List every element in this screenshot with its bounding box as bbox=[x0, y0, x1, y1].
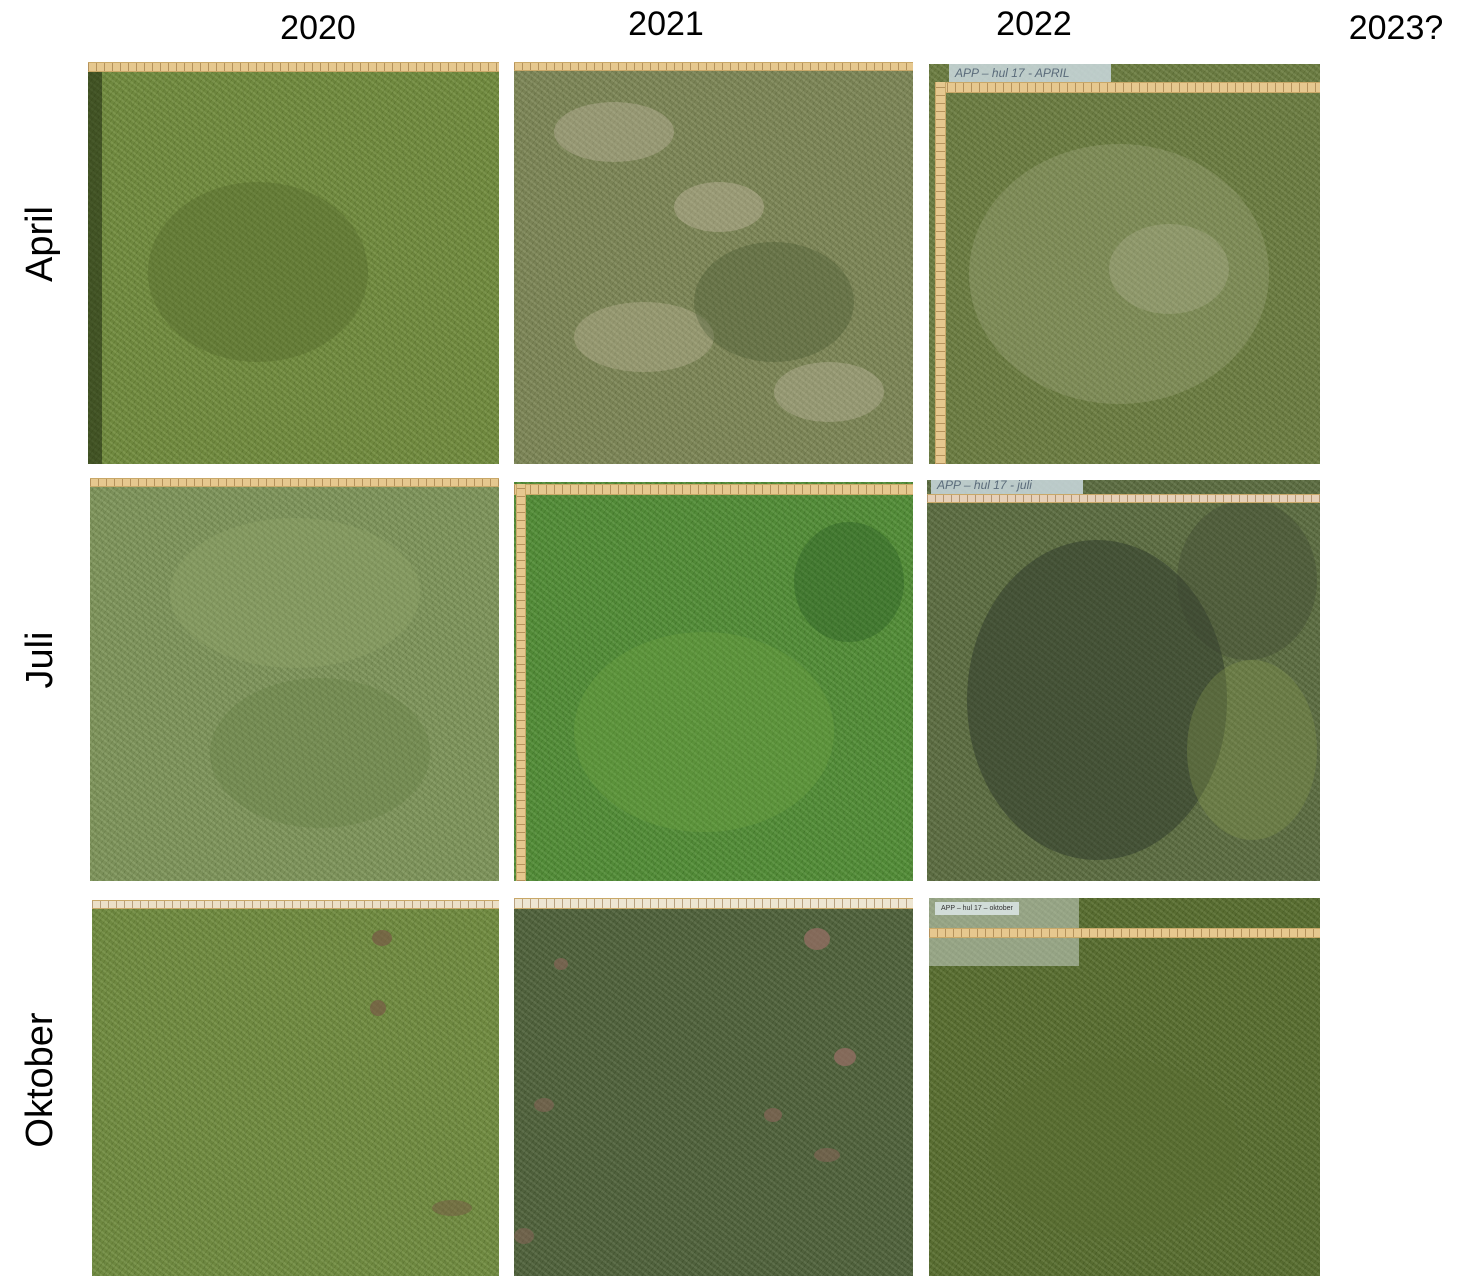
row-header-oktober: Oktober bbox=[19, 1012, 61, 1148]
photo-label-juli: APP – hul 17 - juli bbox=[931, 480, 1083, 496]
photo-april-2022: APP – hul 17 - APRIL bbox=[929, 64, 1320, 464]
column-header-2022: 2022 bbox=[996, 5, 1072, 43]
photo-oktober-2020 bbox=[92, 900, 499, 1276]
row-header-april: April bbox=[19, 205, 61, 283]
row-header-juli: Juli bbox=[19, 631, 61, 689]
photo-juli-2020 bbox=[90, 478, 499, 881]
photo-label-oktober: APP – hul 17 – oktober bbox=[935, 902, 1019, 915]
photo-april-2020 bbox=[88, 62, 499, 464]
photo-oktober-2021 bbox=[514, 898, 913, 1276]
photo-juli-2022: APP – hul 17 - juli bbox=[927, 480, 1320, 881]
photo-juli-2021 bbox=[514, 482, 913, 881]
column-header-2021: 2021 bbox=[628, 5, 704, 43]
photo-april-2021 bbox=[514, 62, 913, 464]
column-header-2023: 2023? bbox=[1348, 9, 1444, 47]
photo-oktober-2022: APP – hul 17 – oktober bbox=[929, 898, 1320, 1276]
column-header-2020: 2020 bbox=[280, 9, 356, 47]
